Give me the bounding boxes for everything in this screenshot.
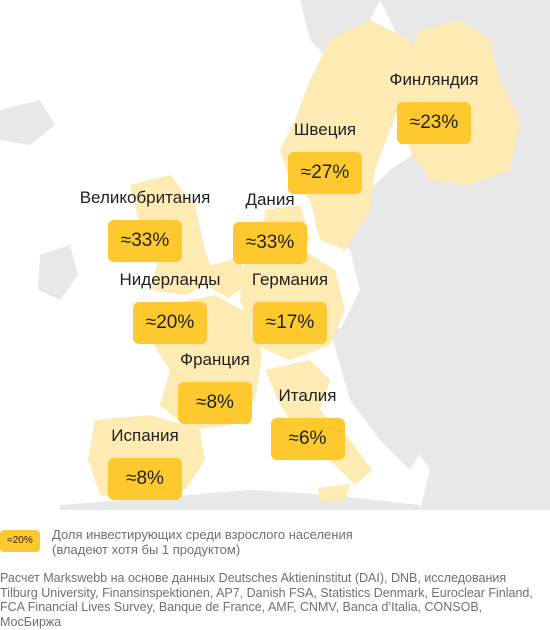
country-france: Франция ≈8% (160, 350, 270, 424)
legend-key-swatch: ≈20% (0, 530, 40, 552)
country-uk: Великобритания ≈33% (55, 188, 235, 262)
country-italy: Италия ≈6% (255, 386, 360, 460)
country-name: Нидерланды (119, 270, 221, 289)
country-value-badge: ≈20% (133, 302, 207, 344)
country-value-badge: ≈33% (233, 222, 307, 264)
country-spain: Испания ≈8% (90, 426, 200, 500)
country-name: Франция (180, 350, 250, 369)
country-name: Дания (245, 190, 295, 209)
land-mass-balkans (330, 320, 440, 470)
country-netherlands: Нидерланды ≈20% (95, 270, 245, 344)
legend-line-1: Доля инвестирующих среди взрослого насел… (52, 527, 353, 542)
country-value-badge: ≈27% (288, 152, 362, 194)
country-value-badge: ≈33% (108, 220, 182, 262)
country-sweden: Швеция ≈27% (270, 120, 380, 194)
land-mass-scandinavia-north (300, 0, 380, 60)
country-denmark: Дания ≈33% (215, 190, 325, 264)
source-note: Расчет Markswebb на основе данных Deutsc… (0, 571, 533, 629)
legend-line-2: (владеют хотя бы 1 продуктом) (52, 542, 241, 557)
country-name: Швеция (293, 120, 357, 139)
land-mass-ireland (38, 245, 78, 300)
country-name: Италия (278, 386, 337, 405)
country-value-badge: ≈17% (253, 302, 327, 344)
region-netherlands (210, 258, 248, 298)
legend-description: Доля инвестирующих среди взрослого насел… (52, 527, 353, 557)
country-finland: Финляндия ≈23% (370, 70, 498, 144)
country-value-badge: ≈8% (178, 382, 252, 424)
country-name: Германия (251, 270, 329, 289)
land-mass-iceland (0, 100, 55, 145)
country-name: Великобритания (79, 188, 211, 207)
region-sicily (318, 484, 350, 502)
europe-map (0, 0, 550, 510)
country-value-badge: ≈23% (397, 102, 471, 144)
legend: ≈20% Доля инвестирующих среди взрослого … (0, 527, 550, 563)
country-germany: Германия ≈17% (230, 270, 350, 344)
country-value-badge: ≈6% (270, 418, 345, 460)
country-value-badge: ≈8% (108, 458, 182, 500)
country-name: Испания (111, 426, 179, 445)
country-name: Финляндия (389, 70, 479, 89)
